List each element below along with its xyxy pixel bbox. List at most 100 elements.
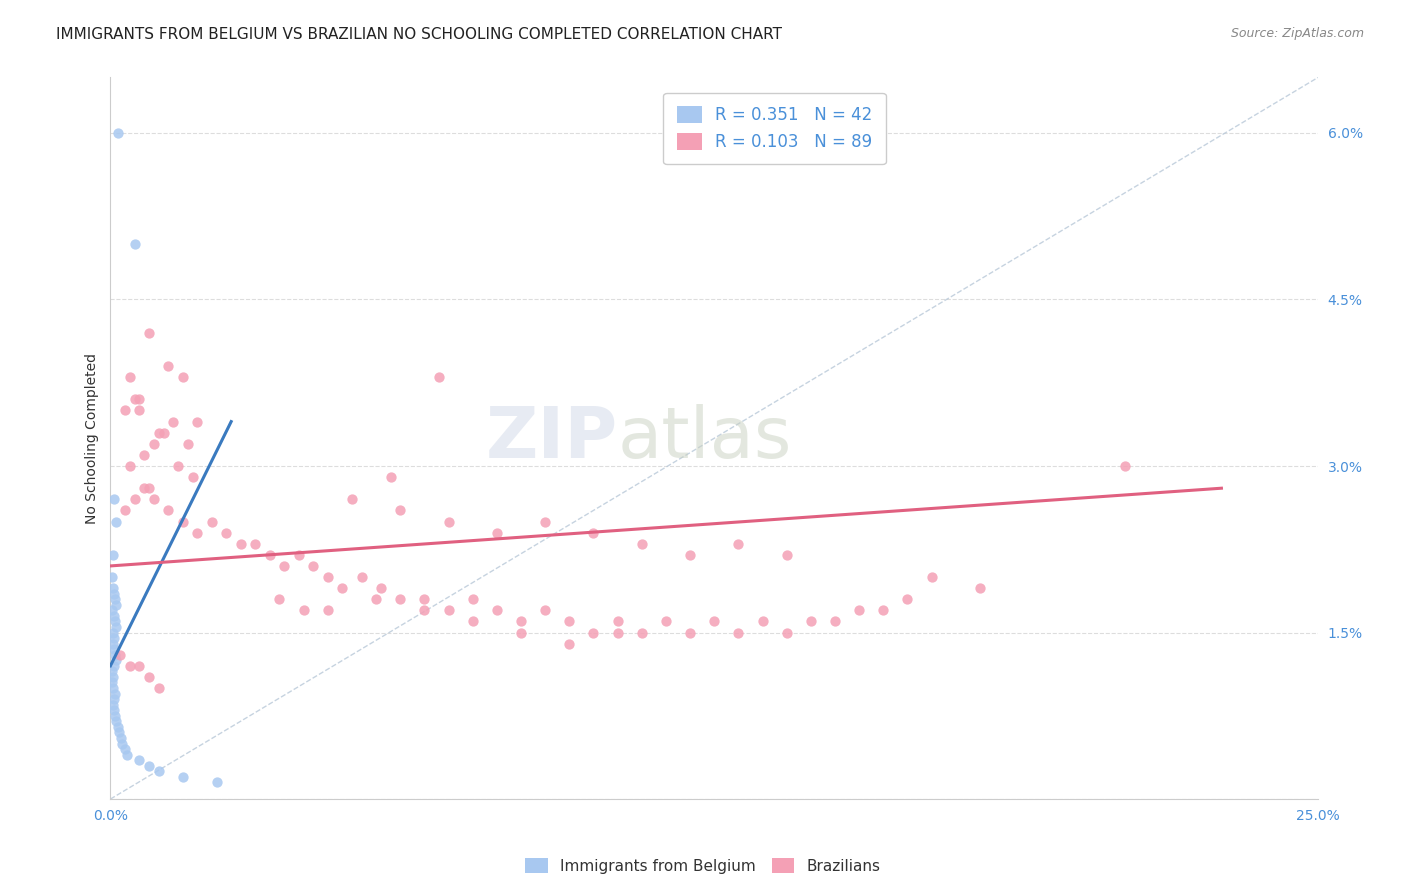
- Point: [848, 603, 870, 617]
- Point: [134, 448, 156, 462]
- Point: [370, 581, 392, 595]
- Point: [101, 637, 124, 651]
- Point: [114, 503, 136, 517]
- Point: [148, 681, 170, 695]
- Point: [103, 658, 125, 673]
- Point: [350, 570, 373, 584]
- Point: [107, 720, 129, 734]
- Point: [148, 764, 170, 779]
- Point: [703, 615, 725, 629]
- Point: [205, 775, 228, 789]
- Y-axis label: No Schooling Completed: No Schooling Completed: [86, 352, 100, 524]
- Point: [103, 492, 125, 507]
- Point: [186, 525, 208, 540]
- Point: [201, 515, 224, 529]
- Point: [110, 731, 132, 745]
- Point: [461, 615, 484, 629]
- Text: atlas: atlas: [617, 404, 792, 473]
- Point: [655, 615, 678, 629]
- Point: [288, 548, 311, 562]
- Text: Source: ZipAtlas.com: Source: ZipAtlas.com: [1230, 27, 1364, 40]
- Point: [103, 642, 125, 657]
- Point: [181, 470, 204, 484]
- Point: [172, 370, 194, 384]
- Point: [558, 637, 581, 651]
- Point: [138, 758, 160, 772]
- Point: [148, 425, 170, 440]
- Point: [727, 625, 749, 640]
- Point: [427, 370, 450, 384]
- Point: [104, 620, 127, 634]
- Point: [101, 675, 124, 690]
- Point: [534, 603, 557, 617]
- Point: [118, 458, 141, 473]
- Point: [461, 592, 484, 607]
- Point: [124, 392, 146, 407]
- Point: [172, 515, 194, 529]
- Point: [117, 747, 139, 762]
- Point: [582, 625, 605, 640]
- Point: [105, 714, 128, 729]
- Point: [128, 658, 150, 673]
- Point: [776, 548, 799, 562]
- Point: [896, 592, 918, 607]
- Point: [114, 403, 136, 417]
- Point: [104, 615, 127, 629]
- Point: [152, 425, 174, 440]
- Point: [921, 570, 943, 584]
- Point: [172, 770, 194, 784]
- Point: [364, 592, 387, 607]
- Legend: Immigrants from Belgium, Brazilians: Immigrants from Belgium, Brazilians: [519, 852, 887, 880]
- Point: [103, 703, 125, 717]
- Text: ZIP: ZIP: [485, 404, 617, 473]
- Point: [751, 615, 773, 629]
- Point: [101, 603, 124, 617]
- Point: [727, 537, 749, 551]
- Point: [104, 687, 127, 701]
- Point: [872, 603, 894, 617]
- Point: [229, 537, 252, 551]
- Point: [103, 631, 125, 645]
- Point: [124, 237, 146, 252]
- Point: [108, 725, 131, 739]
- Point: [316, 603, 339, 617]
- Point: [105, 515, 128, 529]
- Point: [142, 492, 165, 507]
- Point: [186, 415, 208, 429]
- Point: [176, 437, 198, 451]
- Point: [167, 458, 190, 473]
- Point: [215, 525, 238, 540]
- Point: [1114, 458, 1136, 473]
- Text: IMMIGRANTS FROM BELGIUM VS BRAZILIAN NO SCHOOLING COMPLETED CORRELATION CHART: IMMIGRANTS FROM BELGIUM VS BRAZILIAN NO …: [56, 27, 782, 42]
- Point: [101, 548, 124, 562]
- Point: [128, 403, 150, 417]
- Point: [114, 742, 136, 756]
- Point: [118, 370, 141, 384]
- Point: [413, 603, 436, 617]
- Point: [105, 598, 128, 612]
- Point: [101, 570, 124, 584]
- Point: [103, 608, 125, 623]
- Point: [111, 737, 134, 751]
- Point: [389, 592, 412, 607]
- Point: [128, 392, 150, 407]
- Point: [302, 558, 325, 573]
- Point: [104, 592, 127, 607]
- Point: [510, 625, 533, 640]
- Point: [157, 359, 180, 373]
- Point: [134, 481, 156, 495]
- Point: [103, 670, 125, 684]
- Point: [245, 537, 267, 551]
- Point: [142, 437, 165, 451]
- Point: [630, 537, 652, 551]
- Point: [292, 603, 315, 617]
- Point: [108, 648, 131, 662]
- Point: [824, 615, 846, 629]
- Point: [630, 625, 652, 640]
- Point: [340, 492, 363, 507]
- Point: [316, 570, 339, 584]
- Point: [107, 126, 129, 140]
- Point: [534, 515, 557, 529]
- Point: [485, 525, 508, 540]
- Point: [679, 548, 702, 562]
